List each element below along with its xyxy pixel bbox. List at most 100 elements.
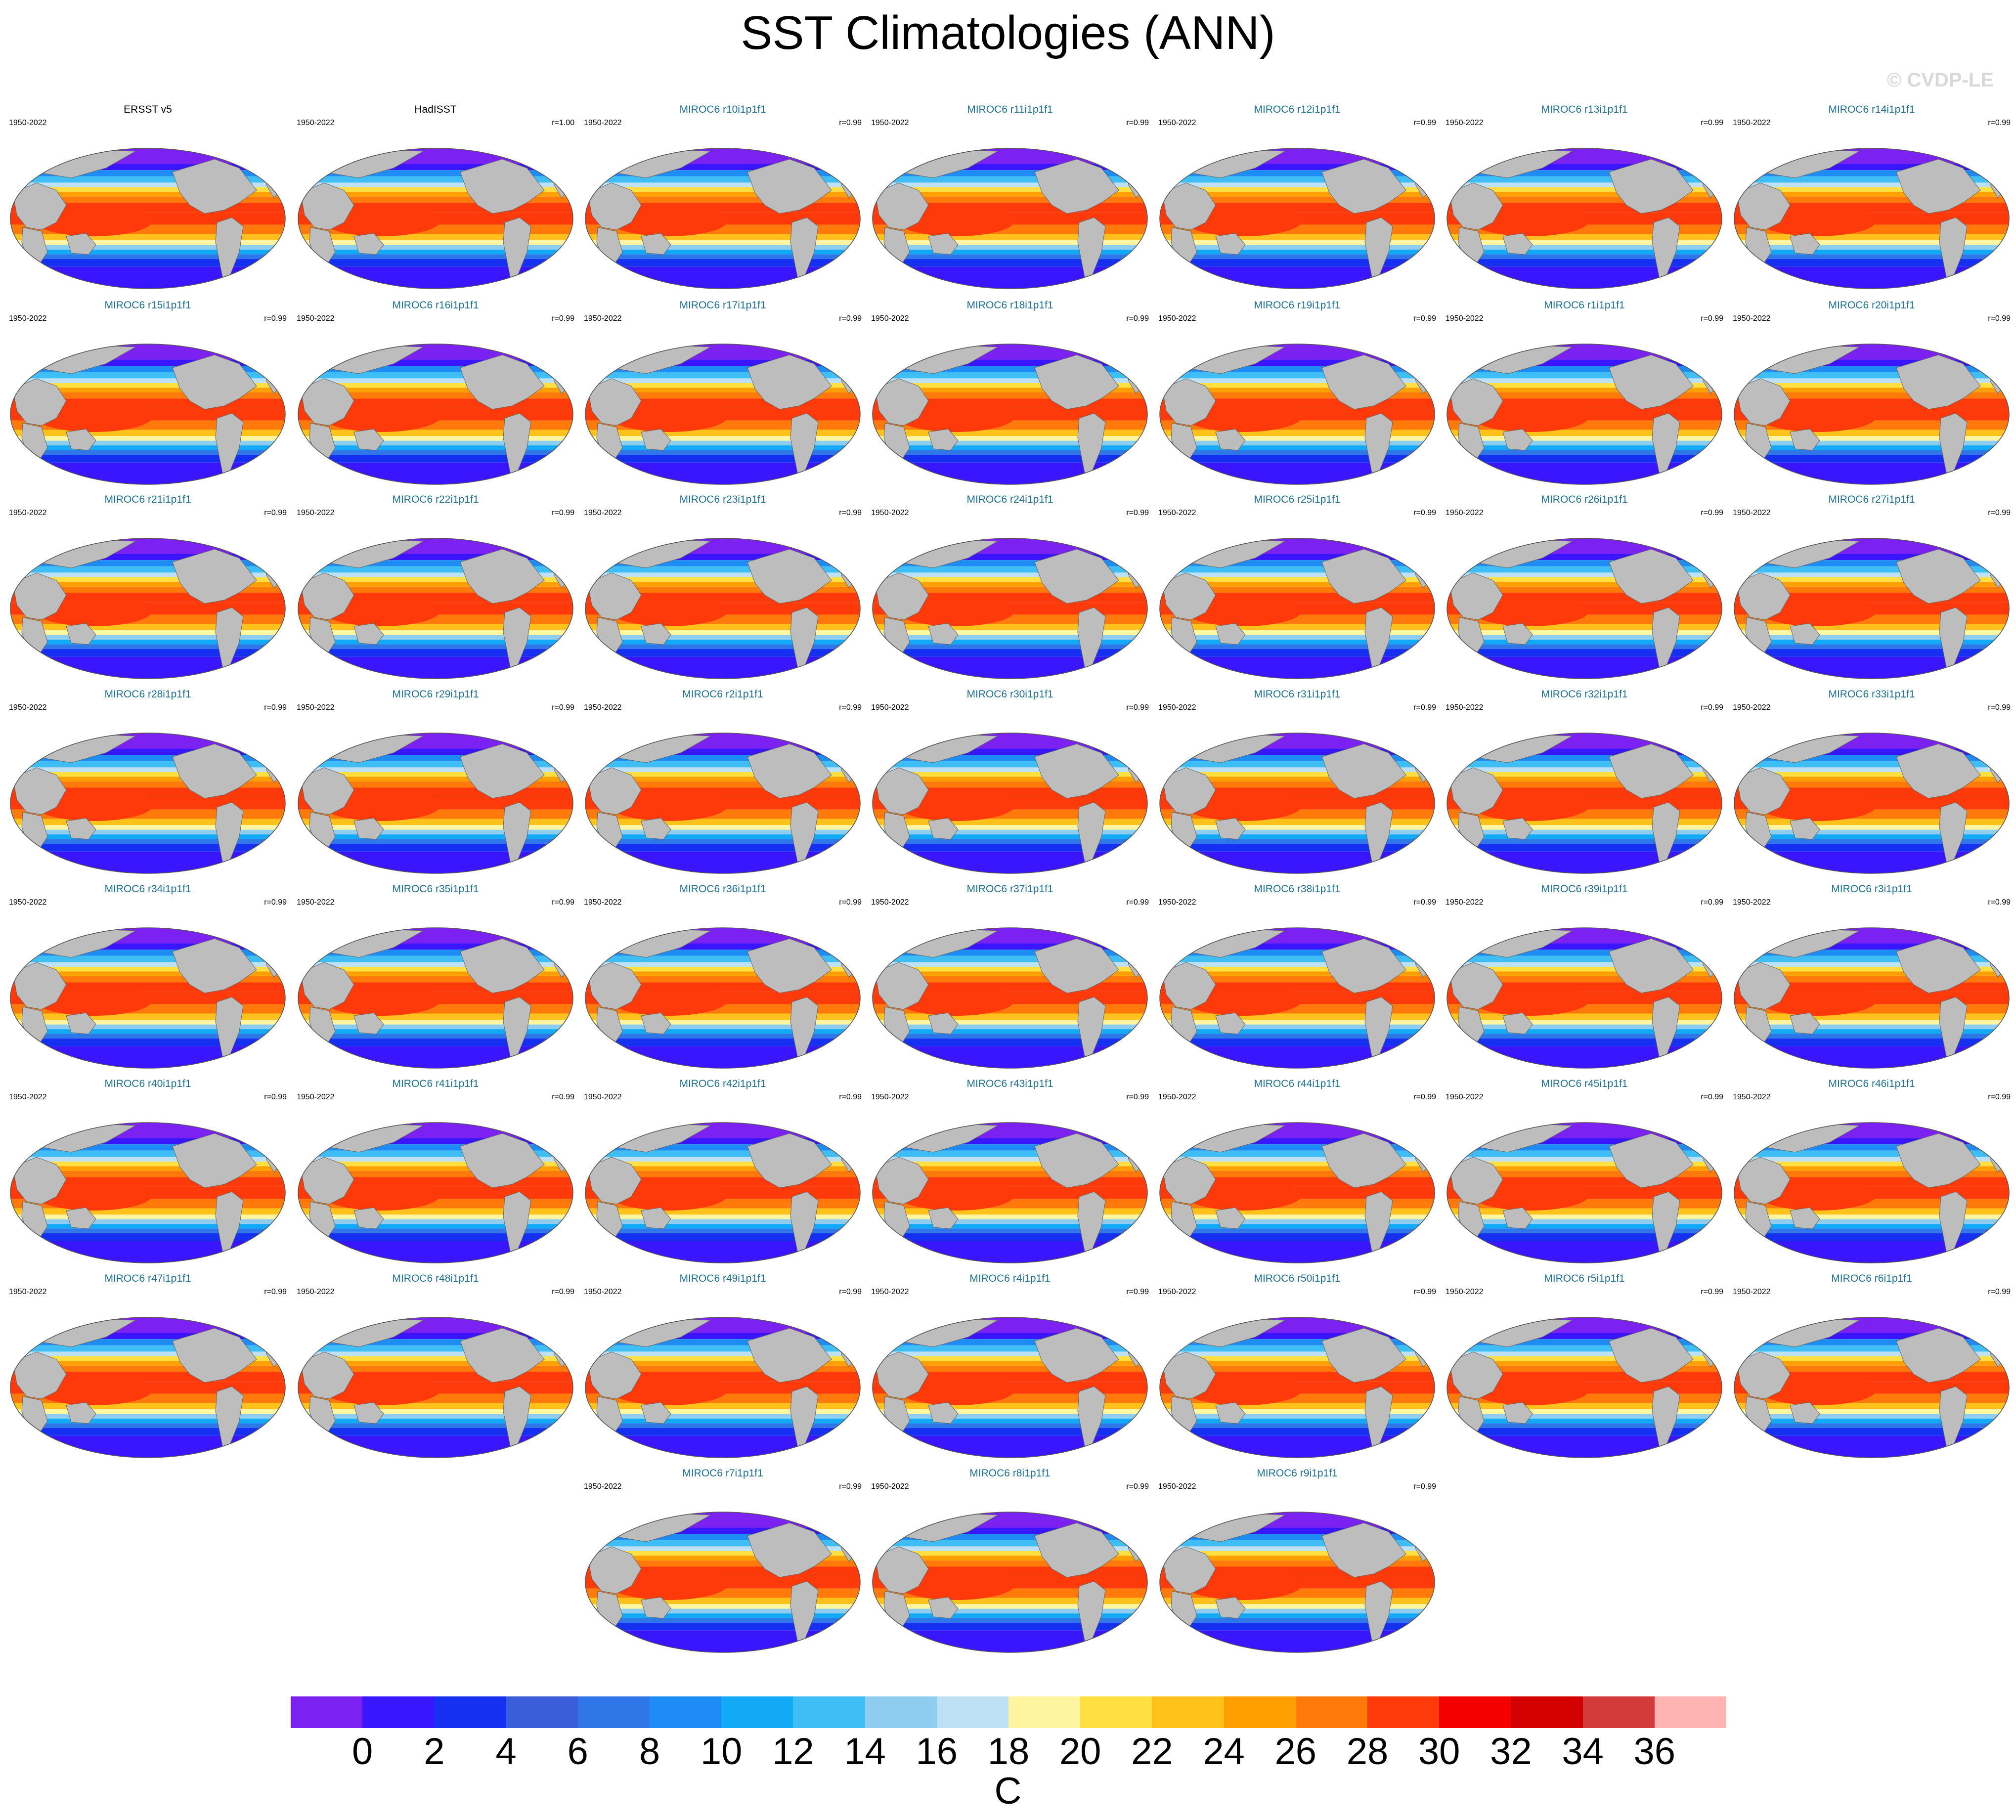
sst-band	[10, 839, 285, 844]
land-mass	[641, 429, 671, 451]
sst-band	[585, 1546, 860, 1551]
sst-band	[10, 851, 285, 873]
sst-band	[1447, 656, 1722, 679]
sst-band	[10, 572, 285, 577]
sst-band	[1447, 1241, 1722, 1263]
land-mass	[1321, 743, 1406, 799]
panel-title: MIROC6 r40i1p1f1	[104, 1078, 191, 1089]
sst-band	[873, 839, 1147, 844]
sst-band	[585, 577, 860, 582]
sst-band	[1160, 1423, 1435, 1429]
land-mass	[460, 549, 545, 604]
panel-correlation: r=0.99	[1701, 314, 1723, 323]
panel-period: 1950-2022	[584, 703, 622, 712]
sst-band	[585, 1423, 860, 1429]
panel-title: MIROC6 r27i1p1f1	[1828, 494, 1915, 505]
map-outline	[872, 148, 1148, 289]
land-mass	[1609, 743, 1694, 799]
sst-band	[1734, 1435, 2009, 1458]
sst-band	[873, 1613, 1147, 1618]
sst-band	[298, 259, 573, 267]
land-mass	[1034, 159, 1119, 214]
colorbar-box	[1582, 1696, 1655, 1728]
panel-title: MIROC6 r46i1p1f1	[1828, 1078, 1915, 1089]
panel-period: 1950-2022	[9, 703, 47, 712]
panel-title: MIROC6 r7i1p1f1	[682, 1468, 763, 1479]
sst-band	[1447, 825, 1722, 830]
warm-pool	[322, 400, 440, 432]
panel-period: 1950-2022	[9, 314, 47, 323]
sst-band	[1734, 1157, 2009, 1162]
sst-band	[10, 344, 285, 360]
panel-period: 1950-2022	[9, 898, 47, 907]
sst-band	[1734, 733, 2009, 749]
sst-map	[1159, 538, 1435, 679]
sst-band	[1734, 1166, 2009, 1171]
sst-band	[873, 1024, 1147, 1030]
sst-band	[1447, 1214, 1722, 1219]
sst-map	[1446, 1122, 1722, 1263]
sst-band	[1447, 245, 1722, 250]
map-panel: MIROC6 r50i1p1f1 1950-2022 r=0.99	[1156, 1273, 1438, 1466]
sst-band	[298, 1166, 573, 1171]
sst-band	[1734, 455, 2009, 463]
colorbar-box	[1367, 1696, 1440, 1728]
sst-band	[1447, 777, 1722, 781]
sst-band	[10, 192, 285, 197]
sst-band	[1160, 577, 1435, 582]
sst-band	[1447, 1039, 1722, 1046]
colorbar-box	[577, 1696, 650, 1728]
warm-pool	[1471, 789, 1589, 821]
sst-band	[298, 1419, 573, 1424]
sst-band	[873, 440, 1147, 446]
sst-band	[1160, 1435, 1435, 1458]
land-mass	[1896, 743, 1981, 799]
sst-band	[873, 455, 1147, 463]
map-panel: MIROC6 r40i1p1f1 1950-2022 r=0.99	[7, 1078, 289, 1271]
colorbar-tick-label: 10	[700, 1731, 743, 1773]
sst-band	[873, 1157, 1147, 1162]
sst-band	[1160, 450, 1435, 455]
sst-band	[1734, 834, 2009, 839]
sst-band	[873, 1551, 1147, 1556]
sst-band	[298, 1219, 573, 1224]
sst-band	[298, 240, 573, 245]
sst-band	[1160, 1024, 1435, 1030]
map-panel: MIROC6 r35i1p1f1 1950-2022 r=0.99	[295, 883, 576, 1076]
sst-band	[873, 635, 1147, 640]
sst-band	[585, 187, 860, 192]
panel-period: 1950-2022	[1733, 1288, 1771, 1296]
land-mass	[12, 378, 67, 426]
warm-pool	[1758, 595, 1877, 626]
sst-band	[873, 1224, 1147, 1229]
sst-band	[1447, 644, 1722, 650]
map-panel: MIROC6 r4i1p1f1 1950-2022 r=0.99	[869, 1273, 1151, 1466]
warm-pool	[322, 984, 440, 1016]
sst-band	[1734, 240, 2009, 245]
colorbar-tick-label: 0	[352, 1731, 373, 1773]
land-mass	[875, 1157, 929, 1205]
panel-correlation: r=0.99	[839, 1093, 862, 1101]
warm-pool	[1758, 400, 1877, 432]
panel-title: MIROC6 r29i1p1f1	[392, 689, 479, 700]
sst-band	[1160, 777, 1435, 781]
sst-band	[298, 767, 573, 772]
sst-band	[873, 430, 1147, 436]
warm-pool	[322, 205, 440, 236]
panel-title: MIROC6 r14i1p1f1	[1828, 104, 1915, 115]
sst-band	[298, 1123, 573, 1138]
panel-correlation: r=1.00	[552, 119, 574, 127]
land-mass	[460, 354, 545, 410]
land-mass	[12, 1351, 67, 1399]
warm-pool	[896, 789, 1015, 821]
sst-band	[873, 630, 1147, 635]
sst-band	[298, 572, 573, 577]
sst-band	[585, 1414, 860, 1419]
land-mass	[875, 182, 929, 230]
sst-band	[298, 844, 573, 852]
map-panel: MIROC6 r27i1p1f1 1950-2022 r=0.99	[1731, 494, 2013, 687]
sst-band	[1160, 254, 1435, 260]
sst-band	[298, 1409, 573, 1414]
sst-band	[585, 829, 860, 835]
land-mass	[1215, 1597, 1246, 1619]
